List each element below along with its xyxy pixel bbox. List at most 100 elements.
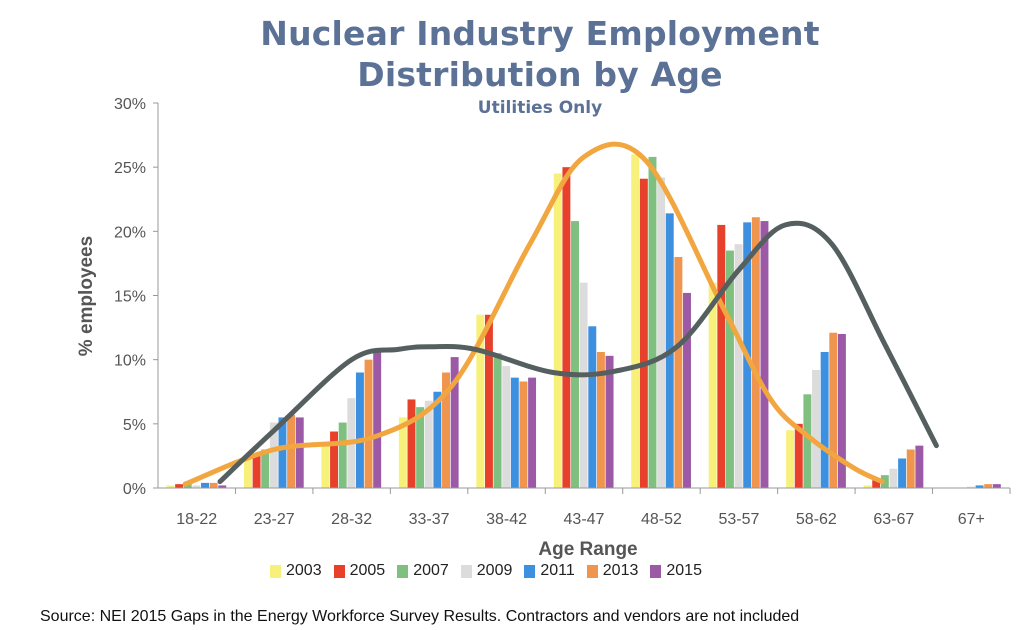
legend-item-2005: 2005 <box>333 562 386 580</box>
bar-2005-53-57 <box>717 224 726 489</box>
bar-2003-18-22 <box>166 485 175 488</box>
bar-2007-48-52 <box>648 156 657 488</box>
bar-2013-18-22 <box>209 482 218 488</box>
bar-2009-67+ <box>966 486 975 488</box>
bar-2011-43-47 <box>588 326 597 488</box>
bar-2003-28-32 <box>321 443 330 488</box>
bar-2009-43-47 <box>579 282 588 488</box>
bar-2015-58-62 <box>837 334 846 488</box>
y-tick-label: 5% <box>123 417 146 434</box>
bar-2003-23-27 <box>243 455 252 488</box>
y-tick-label: 10% <box>114 353 146 370</box>
bar-2007-33-37 <box>416 407 425 488</box>
bar-2011-38-42 <box>510 377 519 488</box>
bar-2005-38-42 <box>484 314 493 488</box>
x-tick-label: 38-42 <box>486 511 527 528</box>
x-tick-label: 67+ <box>958 511 985 528</box>
bar-2015-63-67 <box>915 445 924 488</box>
bar-2003-53-57 <box>708 282 717 488</box>
bar-2005-23-27 <box>252 455 261 488</box>
y-tick-label: 0% <box>123 481 146 498</box>
bar-2005-33-37 <box>407 399 416 488</box>
chart-title-line-1: Nuclear Industry Employment <box>260 14 820 53</box>
bar-2013-23-27 <box>287 414 296 488</box>
x-axis-label: Age Range <box>538 539 637 560</box>
bar-2003-43-47 <box>553 173 562 488</box>
bar-2015-38-42 <box>528 377 537 488</box>
bar-2003-58-62 <box>786 430 795 488</box>
legend-label: 2003 <box>286 562 322 579</box>
bar-2015-43-47 <box>605 355 614 488</box>
bar-2007-43-47 <box>571 221 579 488</box>
bar-2011-28-32 <box>355 372 364 488</box>
x-tick-label: 58-62 <box>796 511 837 528</box>
bar-2007-53-57 <box>725 250 734 488</box>
legend-item-2003: 2003 <box>270 562 322 580</box>
trend-line-2 <box>217 220 939 485</box>
bar-2011-18-22 <box>201 482 209 488</box>
x-tick-label: 23-27 <box>254 511 295 528</box>
y-tick-label: 20% <box>114 224 146 241</box>
bar-2015-67+ <box>992 484 1001 488</box>
legend-label: 2007 <box>413 562 449 579</box>
x-tick-label: 63-67 <box>873 511 914 528</box>
bar-2007-18-22 <box>183 484 192 488</box>
chart-legend: 2003 2005 2007 2009 2011 2013 2015 <box>270 562 702 580</box>
legend-item-2011: 2011 <box>524 562 575 580</box>
bar-2005-18-22 <box>175 484 184 488</box>
legend-swatch <box>333 564 345 578</box>
bar-2013-48-52 <box>674 257 683 488</box>
bar-2009-38-42 <box>502 366 511 488</box>
y-axis-label: % employees <box>76 236 97 356</box>
bar-2015-33-37 <box>450 357 459 488</box>
y-tick-label: 15% <box>114 289 146 306</box>
bar-2009-23-27 <box>269 422 278 488</box>
bar-2005-58-62 <box>794 423 803 488</box>
bar-2003-33-37 <box>398 417 407 488</box>
bar-2007-28-32 <box>338 422 347 488</box>
bar-2011-23-27 <box>278 417 287 488</box>
x-tick-label: 28-32 <box>331 511 372 528</box>
legend-swatch <box>650 564 662 578</box>
bar-2013-67+ <box>984 484 993 488</box>
legend-swatch <box>270 564 281 578</box>
bar-2011-33-37 <box>433 391 442 488</box>
bar-2013-53-57 <box>751 217 760 488</box>
bar-2013-58-62 <box>829 332 838 488</box>
legend-label: 2013 <box>602 562 639 579</box>
bar-2013-33-37 <box>442 372 450 488</box>
bar-2009-18-22 <box>192 485 201 488</box>
legend-item-2013: 2013 <box>586 562 639 580</box>
bar-2015-28-32 <box>373 350 382 488</box>
bar-2005-63-67 <box>872 480 881 488</box>
legend-swatch <box>460 564 472 578</box>
bar-2013-43-47 <box>596 351 605 488</box>
y-tick-label: 30% <box>114 96 146 113</box>
bar-2013-28-32 <box>364 359 373 488</box>
chart-title-line-2: Distribution by Age <box>357 55 723 94</box>
legend-label: 2015 <box>666 562 702 579</box>
bar-2005-43-47 <box>562 167 571 489</box>
bar-2005-48-52 <box>639 178 648 488</box>
bar-2003-48-52 <box>631 154 640 488</box>
legend-label: 2011 <box>540 562 575 579</box>
axes-group: 0% 5% 10% 15% 20% 25% 30% 18-22 23-27 28-32 33-37 3… <box>76 96 1011 560</box>
x-tick-label: 43-47 <box>564 511 605 528</box>
bar-2003-38-42 <box>476 314 485 488</box>
legend-item-2009: 2009 <box>460 562 512 580</box>
bar-2015-18-22 <box>218 485 227 488</box>
bar-2015-53-57 <box>760 221 769 488</box>
bars-group <box>166 154 1001 489</box>
x-tick-label: 18-22 <box>176 511 217 528</box>
bar-2009-53-57 <box>734 244 743 488</box>
bar-2003-63-67 <box>863 485 872 488</box>
bar-2007-38-42 <box>493 353 502 488</box>
bar-2013-38-42 <box>519 381 528 488</box>
bar-2011-63-67 <box>898 458 907 488</box>
legend-swatch <box>586 564 598 578</box>
bar-2015-23-27 <box>295 417 304 488</box>
legend-label: 2005 <box>349 562 386 579</box>
trend-line-1 <box>182 141 885 487</box>
trend-lines-group <box>182 141 939 487</box>
